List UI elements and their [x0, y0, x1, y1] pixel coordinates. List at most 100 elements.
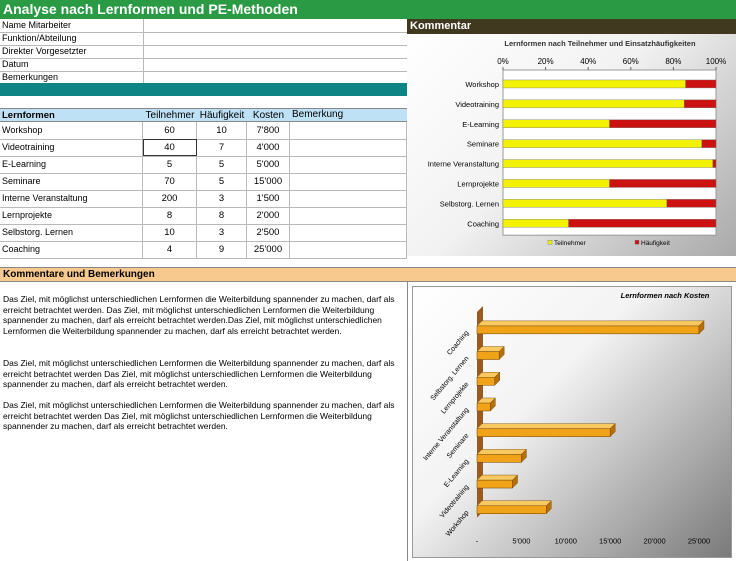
cost-bar: [476, 351, 500, 360]
table-cell: [290, 241, 407, 258]
table-cell: 3: [197, 224, 247, 241]
cost-bar-side: [698, 320, 705, 335]
legend-swatch: [634, 239, 640, 245]
cost-bar-side: [546, 500, 552, 515]
bar-haeufigkeit: [609, 179, 717, 188]
table-row: Lernprojekte 8 8 2'000: [0, 207, 407, 225]
table-cell: 5: [197, 156, 247, 173]
table-cell: Interne Veranstaltung: [0, 190, 143, 207]
table-header-kosten: Kosten: [252, 110, 285, 121]
form-field-label: Funktion/Abteilung: [0, 32, 145, 46]
chart-title: Lernformen nach Teilnehmer und Einsatzhä…: [504, 39, 696, 48]
bar-haeufigkeit: [701, 139, 717, 148]
cost-bar-side: [609, 423, 616, 438]
chart-title: Lernformen nach Kosten: [621, 291, 710, 300]
x-tick-label: 40%: [580, 57, 596, 66]
cost-bar-side: [512, 474, 518, 489]
x-tick-label: 60%: [623, 57, 639, 66]
table-cell: 5'000: [247, 156, 290, 173]
x-tick-label: 100%: [706, 57, 726, 66]
bar-teilnehmer: [502, 79, 686, 89]
bar-teilnehmer: [502, 119, 610, 128]
table-cell: 10: [197, 122, 247, 139]
table-header-bemerkung: Bemerkung: [292, 109, 344, 120]
table-cell: 2'500: [247, 224, 290, 241]
category-label: Workshop: [465, 80, 499, 89]
bar-teilnehmer: [502, 199, 668, 208]
table-cell: [290, 122, 407, 139]
table-cell: Coaching: [0, 241, 143, 258]
cost-bar: [476, 454, 522, 463]
legend-label: Teilnehmer: [554, 240, 587, 247]
table-cell: Selbstorg. Lernen: [0, 224, 143, 241]
remarks-text-area: Das Ziel, mit möglichst unterschiedliche…: [0, 282, 408, 561]
table-cell: Lernprojekte: [0, 207, 143, 224]
form-field-value: [143, 58, 408, 72]
bar-teilnehmer: [502, 99, 685, 109]
table-row: Coaching 4 9 25'000: [0, 241, 407, 259]
bar-haeufigkeit: [684, 99, 717, 109]
table-row: Selbstorg. Lernen 10 3 2'500: [0, 224, 407, 242]
table-row: E-Learning 5 5 5'000: [0, 156, 407, 174]
legend-swatch: [547, 239, 553, 245]
cost-bar-top: [476, 449, 527, 455]
cost-bar-side: [498, 346, 505, 361]
table-cell: E-Learning: [0, 156, 143, 173]
x-tick-label: 20%: [538, 57, 554, 66]
form-field-value: [143, 32, 408, 46]
table-cell: [290, 190, 407, 207]
table-cell: 200: [143, 190, 197, 207]
bar-haeufigkeit: [685, 79, 717, 89]
table-cell: 5: [197, 173, 247, 190]
table-body: Workshop 60 10 7'800 Videotraining 40 7 4'000 E-…: [0, 122, 407, 259]
form-field-value: [143, 45, 408, 59]
category-label: Interne Veranstaltung: [428, 160, 499, 169]
category-label: Lernprojekte: [457, 179, 499, 188]
cost-bar-top: [476, 474, 519, 481]
table-header-haeufigkeit: Häufigkeit: [199, 110, 245, 121]
x-tick-label: 15'000: [599, 537, 621, 546]
category-label: Selbstorg. Lernen: [430, 355, 471, 402]
table-cell: Seminare: [0, 173, 143, 190]
category-label: Coaching: [446, 330, 470, 357]
form-field-label: Name Mitarbeiter: [0, 19, 145, 33]
cost-bar: [476, 479, 513, 489]
cost-bar-side: [494, 371, 500, 386]
table-header-teilnehmer: Teilnehmer: [145, 110, 195, 121]
legend-label: Häufigkeit: [641, 240, 670, 247]
bar-haeufigkeit: [609, 119, 717, 128]
cost-bar-side: [521, 448, 527, 463]
table-row: Seminare 70 5 15'000: [0, 173, 407, 191]
table-cell: 5: [143, 156, 197, 173]
table-cell: [290, 156, 407, 173]
remarks-paragraph: Das Ziel, mit möglichst unterschiedliche…: [3, 400, 395, 432]
table-row: Videotraining 40 7 4'000: [0, 139, 407, 157]
category-label: Seminare: [467, 140, 499, 149]
table-header-lernformen: Lernformen: [2, 110, 55, 121]
category-label: E-Learning: [443, 458, 470, 489]
cost-bar-top: [476, 320, 705, 327]
category-label: Selbstorg. Lernen: [440, 199, 499, 208]
bar-haeufigkeit: [568, 219, 717, 228]
bar-teilnehmer: [502, 179, 610, 188]
x-tick-label: 20'000: [643, 537, 665, 546]
category-label: Videotraining: [455, 100, 499, 109]
employee-form: Name Mitarbeiter Funktion/Abteilung Direkt…: [0, 19, 408, 85]
x-tick-label: 10'000: [555, 537, 577, 546]
form-field-value: [143, 19, 408, 33]
table-header-row: [0, 108, 407, 122]
category-label: Seminare: [446, 432, 471, 460]
bar-teilnehmer: [502, 139, 703, 148]
table-cell: 7'800: [247, 122, 290, 139]
bar-haeufigkeit: [666, 199, 717, 208]
table-cell: 1'500: [247, 190, 290, 207]
table-cell: 10: [143, 224, 197, 241]
x-tick-label: 5'000: [512, 537, 530, 546]
x-tick-label: 0%: [497, 57, 509, 66]
cost-bar-top: [476, 423, 616, 429]
bar-teilnehmer: [502, 159, 714, 168]
remarks-header: Kommentare und Bemerkungen: [0, 267, 736, 282]
form-field-label: Datum: [0, 58, 145, 72]
table-cell: 4'000: [247, 139, 290, 156]
selected-cell[interactable]: [143, 139, 197, 156]
